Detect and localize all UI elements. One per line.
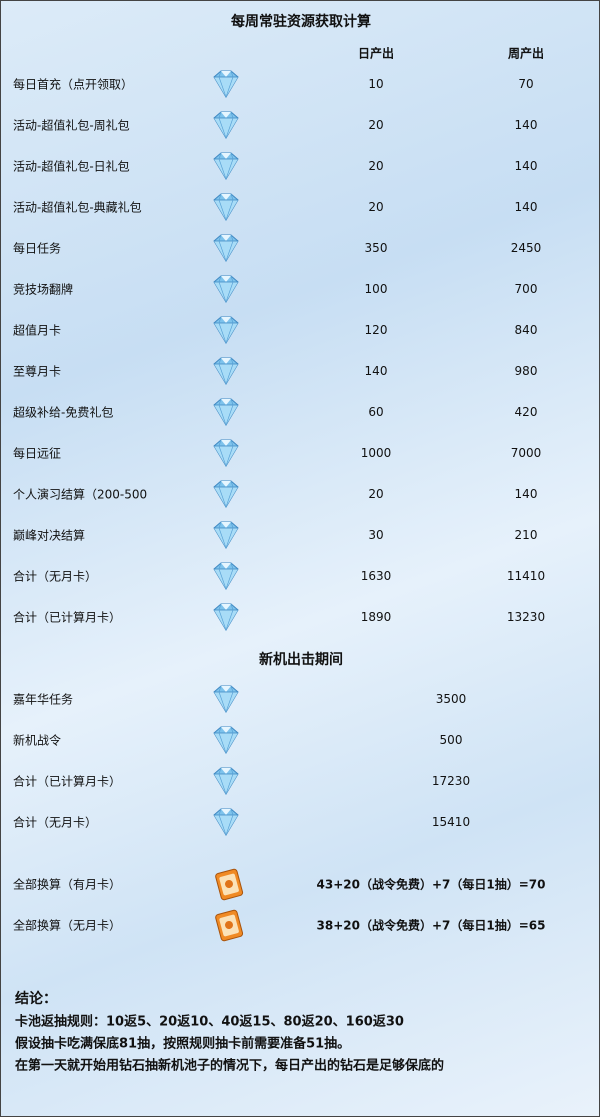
value: 17230 bbox=[431, 774, 471, 788]
diamond-icon bbox=[213, 562, 239, 591]
daily-value: 20 bbox=[368, 159, 384, 173]
row-label: 超值月卡 bbox=[13, 323, 62, 338]
card-icon bbox=[215, 868, 244, 901]
diamond-icon bbox=[213, 480, 239, 509]
row-label: 合计（已计算月卡） bbox=[13, 610, 122, 625]
diamond-icon bbox=[213, 193, 239, 222]
row-label: 新机战令 bbox=[13, 733, 62, 748]
weekly-value: 140 bbox=[514, 118, 538, 132]
diamond-icon bbox=[213, 152, 239, 181]
daily-value: 350 bbox=[364, 241, 388, 255]
weekly-value: 11410 bbox=[506, 569, 546, 583]
value: 15410 bbox=[431, 815, 471, 829]
value: 500 bbox=[439, 733, 463, 747]
diamond-icon bbox=[213, 439, 239, 468]
row-label: 活动-超值礼包-典藏礼包 bbox=[13, 200, 142, 215]
daily-value: 1000 bbox=[360, 446, 392, 460]
row-label: 超级补给-免费礼包 bbox=[13, 405, 114, 420]
row-label: 合计（无月卡） bbox=[13, 569, 98, 584]
diamond-icon bbox=[213, 767, 239, 796]
weekly-value: 13230 bbox=[506, 610, 546, 624]
weekly-value: 140 bbox=[514, 200, 538, 214]
diamond-icon bbox=[213, 316, 239, 345]
diamond-icon bbox=[213, 70, 239, 99]
diamond-icon bbox=[213, 111, 239, 140]
conclusion-line: 卡池返抽规则：10返5、20返10、40返15、80返20、160返30 bbox=[15, 1014, 404, 1030]
row-label: 至尊月卡 bbox=[13, 364, 62, 379]
card-icon bbox=[215, 909, 244, 942]
row-label: 全部换算（有月卡） bbox=[13, 877, 122, 892]
diamond-icon bbox=[213, 726, 239, 755]
header: 周产出 bbox=[507, 46, 545, 61]
daily-value: 20 bbox=[368, 200, 384, 214]
diamond-icon bbox=[213, 234, 239, 263]
daily-value: 10 bbox=[368, 77, 384, 91]
diamond-icon bbox=[213, 275, 239, 304]
weekly-value: 840 bbox=[514, 323, 538, 337]
row-label: 合计（无月卡） bbox=[13, 815, 98, 830]
header: 日产出 bbox=[357, 46, 395, 61]
conclusion-title: 结论： bbox=[15, 991, 57, 1007]
conclusion-line: 在第一天就开始用钻石抽新机池子的情况下，每日产出的钻石是足够保底的 bbox=[15, 1058, 445, 1074]
weekly-value: 210 bbox=[514, 528, 538, 542]
daily-value: 100 bbox=[364, 282, 388, 296]
row-label: 每日首充（点开领取） bbox=[13, 77, 134, 92]
row-label: 个人演习结算（200-500 bbox=[13, 487, 148, 502]
formula: 43+20（战令免费）+7（每日1抽）=70 bbox=[316, 877, 546, 892]
weekly-value: 70 bbox=[518, 77, 534, 91]
row-label: 每日任务 bbox=[13, 241, 62, 256]
daily-value: 20 bbox=[368, 118, 384, 132]
daily-value: 1630 bbox=[360, 569, 392, 583]
daily-value: 140 bbox=[364, 364, 388, 378]
diamond-icon bbox=[213, 808, 239, 837]
row-label: 每日远征 bbox=[13, 446, 62, 461]
section-title: 新机出击期间 bbox=[259, 652, 343, 668]
weekly-value: 140 bbox=[514, 159, 538, 173]
daily-value: 60 bbox=[368, 405, 384, 419]
weekly-value: 2450 bbox=[510, 241, 542, 255]
diamond-icon bbox=[213, 603, 239, 632]
value: 3500 bbox=[435, 692, 467, 706]
row-label: 巅峰对决结算 bbox=[13, 528, 86, 543]
daily-value: 1890 bbox=[360, 610, 392, 624]
weekly-value: 140 bbox=[514, 487, 538, 501]
row-label: 嘉年华任务 bbox=[13, 692, 74, 707]
diamond-icon bbox=[213, 521, 239, 550]
title: 每周常驻资源获取计算 bbox=[231, 14, 371, 30]
row-label: 活动-超值礼包-周礼包 bbox=[13, 118, 130, 133]
daily-value: 30 bbox=[368, 528, 384, 542]
daily-value: 20 bbox=[368, 487, 384, 501]
weekly-value: 700 bbox=[514, 282, 538, 296]
row-label: 竞技场翻牌 bbox=[13, 282, 74, 297]
row-label: 全部换算（无月卡） bbox=[13, 918, 122, 933]
formula: 38+20（战令免费）+7（每日1抽）=65 bbox=[316, 918, 546, 933]
daily-value: 120 bbox=[364, 323, 388, 337]
row-label: 合计（已计算月卡） bbox=[13, 774, 122, 789]
weekly-value: 7000 bbox=[510, 446, 542, 460]
diamond-icon bbox=[213, 685, 239, 714]
weekly-value: 980 bbox=[514, 364, 538, 378]
diamond-icon bbox=[213, 398, 239, 427]
diamond-icon bbox=[213, 357, 239, 386]
row-label: 活动-超值礼包-日礼包 bbox=[13, 159, 130, 174]
weekly-value: 420 bbox=[514, 405, 538, 419]
conclusion-line: 假设抽卡吃满保底81抽，按照规则抽卡前需要准备51抽。 bbox=[15, 1036, 351, 1052]
